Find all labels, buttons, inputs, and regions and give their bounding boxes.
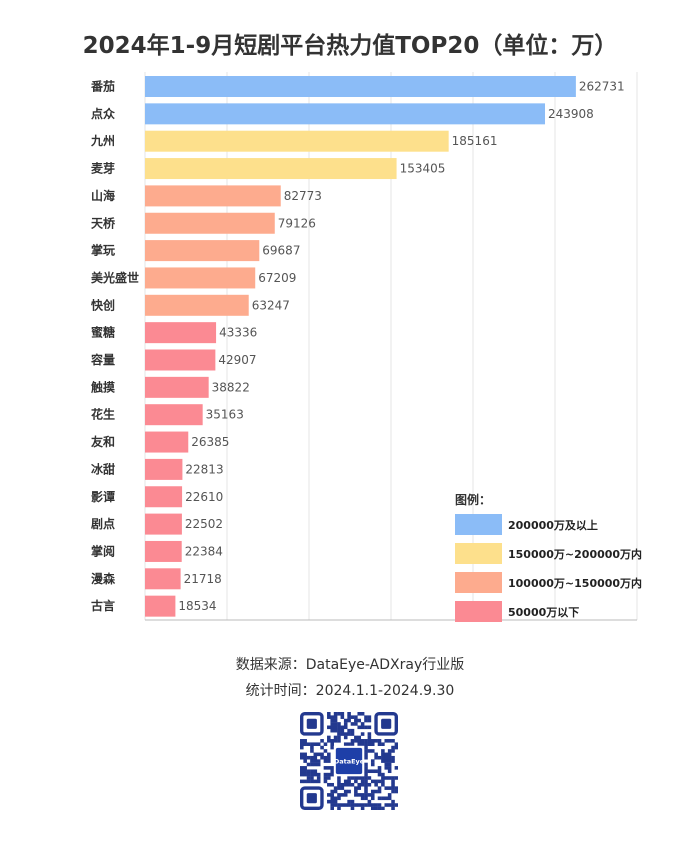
category-label: 山海	[91, 188, 115, 203]
value-label: 243908	[548, 107, 594, 121]
value-label: 67209	[258, 271, 296, 285]
bar	[145, 568, 181, 590]
value-label: 18534	[178, 599, 216, 613]
category-label: 快创	[91, 297, 115, 312]
value-label: 69687	[262, 244, 300, 258]
bar	[145, 404, 203, 426]
value-label: 185161	[452, 134, 498, 148]
bar	[145, 130, 449, 152]
category-label: 触摸	[91, 379, 116, 394]
category-label: 漫森	[91, 571, 116, 586]
category-label: 古言	[91, 598, 115, 613]
value-label: 63247	[252, 298, 290, 312]
legend-title: 图例：	[455, 493, 492, 507]
legend-swatch	[455, 601, 502, 622]
legend-item: 100000万~150000万内	[455, 572, 645, 593]
bar	[145, 540, 182, 562]
data-source: 数据来源：DataEye-ADXray行业版 统计时间：2024.1.1-202…	[0, 652, 700, 704]
legend-label: 50000万以下	[508, 605, 580, 619]
legend-item: 200000万及以上	[455, 514, 645, 535]
value-label: 35163	[206, 408, 244, 422]
bar	[145, 322, 217, 344]
legend-item: 150000万~200000万内	[455, 543, 645, 564]
category-label: 九州	[90, 133, 115, 148]
value-label: 21718	[184, 572, 222, 586]
qr-logo	[335, 747, 363, 775]
value-label: 38822	[212, 380, 250, 394]
category-label: 蜜糖	[91, 325, 115, 340]
bar	[145, 76, 576, 97]
bar	[145, 486, 183, 508]
value-label: 22610	[185, 490, 223, 504]
qr-finder	[300, 712, 324, 736]
value-labels: 262731 243908 185161 153405 82773 79126 69687 6…	[178, 80, 624, 614]
bar	[145, 240, 260, 262]
chart-title: 2024年1-9月短剧平台热力值TOP20（单位：万）	[82, 33, 618, 59]
bars	[145, 76, 576, 617]
qr-code: DataEye	[300, 712, 398, 810]
category-label: 影谭	[91, 489, 115, 504]
category-label: 番茄	[90, 79, 115, 94]
value-label: 22813	[185, 462, 223, 476]
category-label: 花生	[91, 407, 115, 422]
bar-chart: 番茄点众九州麦芽山海天桥掌玩美光盛世快创蜜糖容量触摸花生友和冰甜影谭剧点掌阅漫森…	[90, 72, 638, 621]
bar	[145, 294, 249, 316]
category-label: 掌阅	[91, 543, 115, 558]
legend-item: 50000万以下	[455, 601, 645, 622]
value-label: 22384	[185, 544, 223, 558]
legend-label: 100000万~150000万内	[508, 576, 643, 590]
category-label: 天桥	[91, 215, 116, 230]
bar	[145, 267, 256, 289]
value-label: 22502	[185, 517, 223, 531]
category-label: 美光盛世	[91, 270, 139, 285]
bar	[145, 212, 275, 234]
bar	[145, 431, 189, 453]
value-label: 262731	[579, 80, 625, 94]
bar	[145, 103, 546, 125]
value-label: 42907	[218, 353, 256, 367]
value-label: 82773	[284, 189, 322, 203]
category-labels: 番茄点众九州麦芽山海天桥掌玩美光盛世快创蜜糖容量触摸花生友和冰甜影谭剧点掌阅漫森…	[90, 79, 139, 614]
qr-finder	[300, 786, 324, 810]
bar	[145, 376, 209, 398]
category-label: 掌玩	[91, 243, 115, 258]
legend: 图例： 200000万及以上 150000万~200000万内 100000万~15…	[455, 491, 645, 630]
legend-swatch	[455, 514, 502, 535]
period-line: 统计时间：2024.1.1-2024.9.30	[245, 683, 455, 699]
legend-swatch	[455, 543, 502, 564]
bar	[145, 349, 216, 371]
value-label: 153405	[400, 162, 446, 176]
value-label: 79126	[278, 216, 316, 230]
source-line: 数据来源：DataEye-ADXray行业版	[235, 657, 465, 673]
legend-swatch	[455, 572, 502, 593]
bar	[145, 185, 281, 207]
category-label: 友和	[90, 434, 115, 449]
category-label: 麦芽	[91, 161, 115, 176]
legend-label: 150000万~200000万内	[508, 547, 643, 561]
value-label: 43336	[219, 326, 257, 340]
category-label: 冰甜	[91, 461, 115, 476]
legend-label: 200000万及以上	[508, 518, 598, 532]
category-label: 剧点	[91, 516, 115, 531]
category-label: 容量	[90, 352, 115, 367]
value-label: 26385	[191, 435, 229, 449]
category-label: 点众	[91, 106, 116, 121]
bar	[145, 513, 182, 535]
bar	[145, 458, 183, 480]
qr-finder	[374, 712, 398, 736]
bar	[145, 158, 397, 180]
qr-logo-label: DataEye	[334, 758, 365, 766]
bar	[145, 595, 176, 617]
